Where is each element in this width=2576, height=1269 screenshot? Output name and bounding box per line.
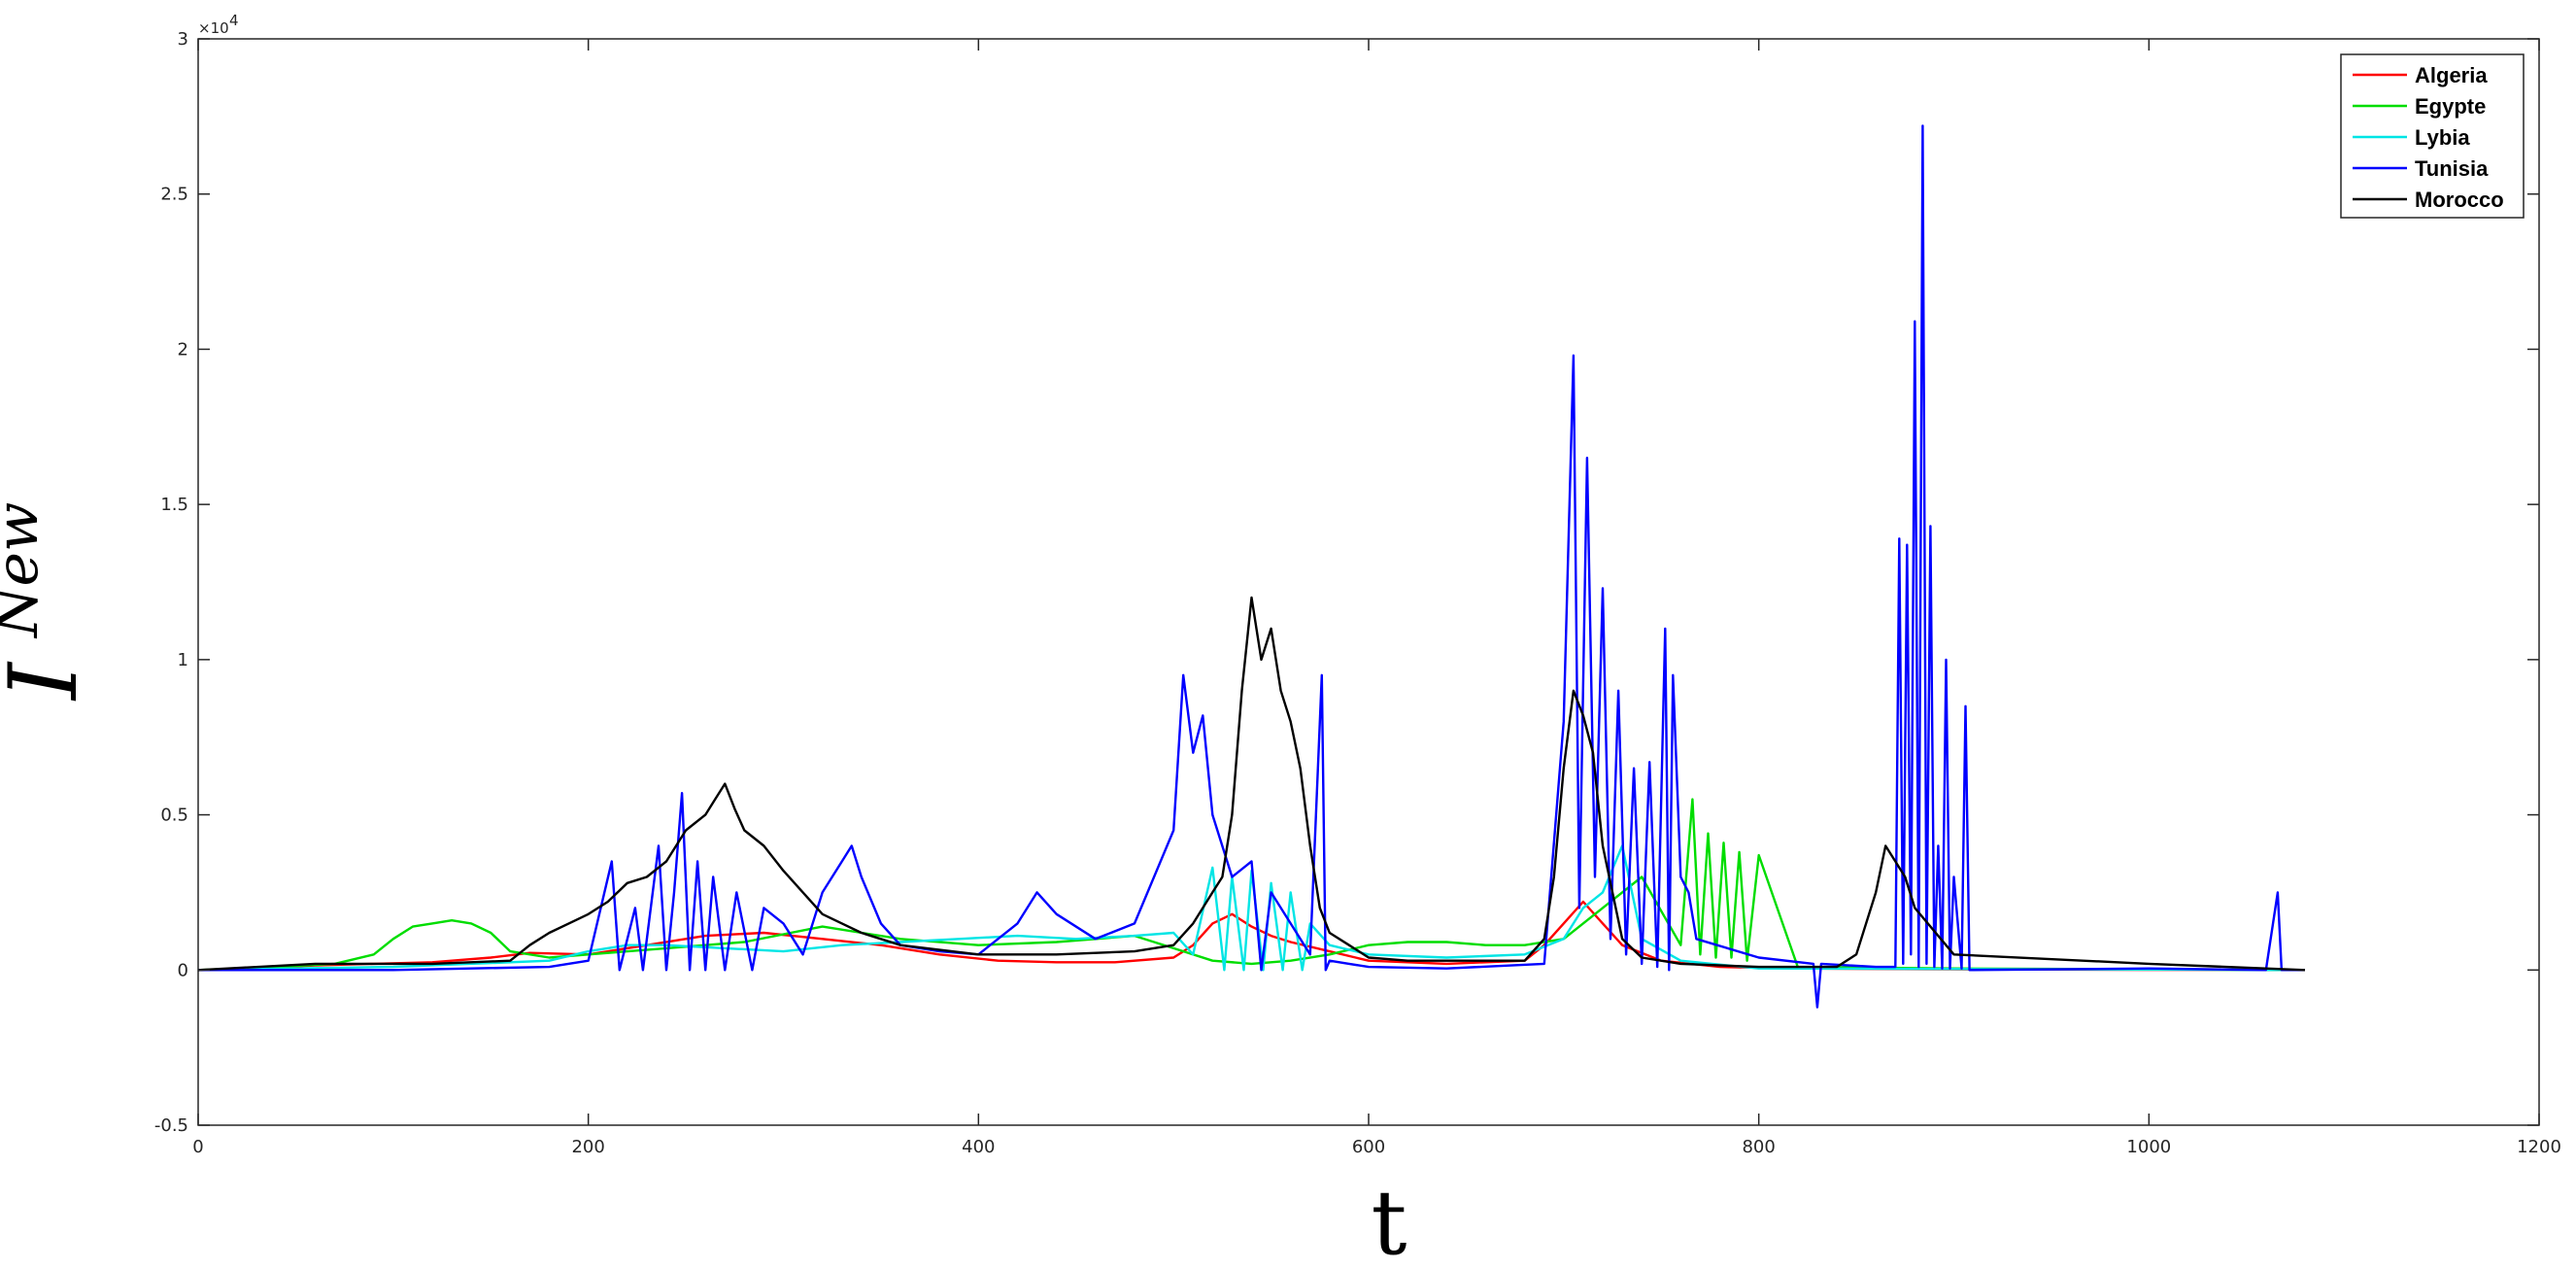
legend: Algeria Egypte Lybia Tunisia Morocco <box>2340 53 2525 219</box>
series-layer <box>197 124 2306 1009</box>
series-line-morocco <box>197 596 2306 972</box>
y-tick-label: 2 <box>178 339 188 360</box>
legend-label-egypte: Egypte <box>2415 94 2486 119</box>
y-tick-label: 3 <box>178 29 188 50</box>
y-exponent-label: ×10 <box>198 19 229 37</box>
y-tick-label: 0 <box>178 960 188 980</box>
plot-area <box>197 38 2540 1126</box>
x-tick-label: 200 <box>571 1137 604 1157</box>
x-tick-label: 1000 <box>2126 1137 2171 1157</box>
axes-box <box>197 38 2540 1126</box>
legend-label-tunisia: Tunisia <box>2415 156 2489 181</box>
x-tick-label: 400 <box>962 1137 995 1157</box>
legend-label-morocco: Morocco <box>2415 188 2504 212</box>
series-line-egypte <box>197 798 2306 972</box>
y-axis-label-group: I New <box>0 502 98 702</box>
legend-label-lybia: Lybia <box>2415 125 2470 150</box>
series-line-tunisia <box>198 124 2305 1009</box>
series-line-algeria <box>197 900 2306 972</box>
y-tick-label: 2.5 <box>160 185 188 205</box>
y-tick-label: -0.5 <box>154 1115 188 1136</box>
y-tick-label: 1 <box>178 650 188 670</box>
x-tick-label: 1200 <box>2517 1137 2561 1157</box>
x-axis-label: t <box>1372 1171 1407 1269</box>
y-axis-label-superscript: New <box>0 502 51 639</box>
legend-label-algeria: Algeria <box>2415 63 2488 87</box>
ticks-layer: 0 200 400 600 800 1000 1200-0.500.511.522.53 <box>154 29 2561 1157</box>
x-tick-label: 800 <box>1742 1137 1775 1157</box>
y-tick-label: 0.5 <box>160 806 188 826</box>
y-exponent-power: 4 <box>229 12 239 29</box>
y-tick-label: 1.5 <box>160 495 188 515</box>
x-tick-label: 600 <box>1352 1137 1385 1157</box>
x-tick-label: 0 <box>192 1137 203 1157</box>
y-axis-label: I <box>0 661 98 702</box>
series-line-lybia <box>197 844 2306 972</box>
